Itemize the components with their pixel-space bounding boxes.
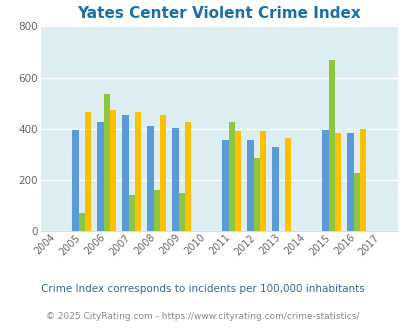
Bar [228,122,234,231]
Bar [253,158,259,231]
Bar [122,115,128,231]
Bar [247,140,253,231]
Bar [334,133,340,231]
Bar [85,112,91,231]
Bar [147,126,153,231]
Title: Yates Center Violent Crime Index: Yates Center Violent Crime Index [77,6,360,21]
Bar [322,130,328,231]
Bar [184,122,191,231]
Text: © 2025 CityRating.com - https://www.cityrating.com/crime-statistics/: © 2025 CityRating.com - https://www.city… [46,313,359,321]
Text: Crime Index corresponds to incidents per 100,000 inhabitants: Crime Index corresponds to incidents per… [41,284,364,294]
Bar [103,94,110,231]
Bar [359,129,365,231]
Bar [234,131,241,231]
Bar [128,195,134,231]
Bar [272,147,278,231]
Bar [134,112,141,231]
Bar [72,130,79,231]
Bar [284,138,290,231]
Bar [222,140,228,231]
Bar [178,193,184,231]
Bar [97,122,103,231]
Bar [328,60,334,231]
Bar [259,131,265,231]
Bar [172,128,178,231]
Bar [353,173,359,231]
Bar [346,133,353,231]
Bar [153,190,160,231]
Bar [160,115,166,231]
Bar [79,213,85,231]
Bar [110,110,116,231]
